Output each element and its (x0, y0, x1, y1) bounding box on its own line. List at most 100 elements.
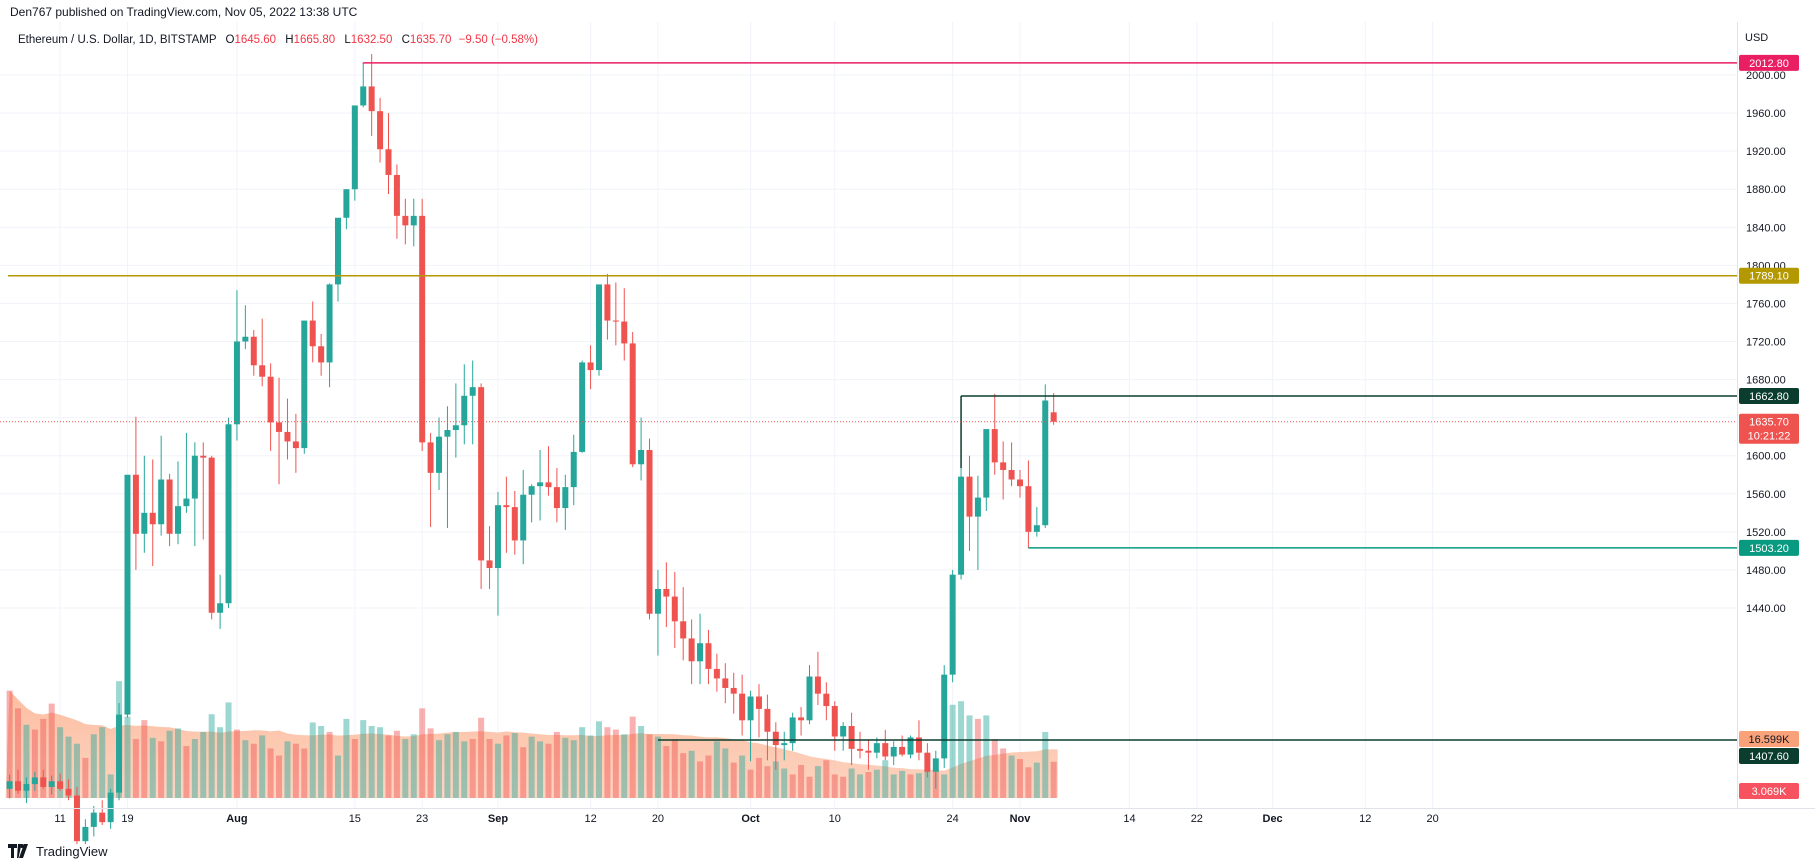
candle (73, 786, 80, 844)
y-axis[interactable]: 2000.001960.001920.001880.001840.001800.… (1746, 70, 1786, 615)
candle-body (351, 105, 358, 190)
candle (31, 771, 38, 791)
footer-brand-label: TradingView (36, 843, 108, 859)
candle (149, 459, 156, 567)
volume-bar (629, 716, 636, 798)
volume-bar (890, 774, 897, 798)
candle-body (983, 429, 990, 498)
footer-brand[interactable]: TradingView (8, 840, 108, 862)
volume-bar (31, 729, 38, 798)
candle (806, 665, 813, 725)
volume-bar (991, 739, 998, 798)
candle-body (419, 215, 426, 443)
volume-bar (402, 739, 409, 798)
candle-body (612, 320, 619, 322)
candle-body (82, 826, 89, 842)
candle-body (267, 376, 274, 423)
candle (326, 283, 333, 388)
volume-bar (301, 748, 308, 798)
candle (360, 63, 367, 108)
x-axis[interactable]: 11 19 Aug 15 23 Sep 12 20 Oct 10 24 Nov 14 22 Dec 12 20 (54, 813, 1438, 825)
candle-body (562, 487, 569, 509)
volume-bar (983, 715, 990, 798)
grid (0, 22, 1737, 808)
volume-bar (680, 753, 687, 798)
volume-bar (781, 768, 788, 798)
volume-bar (494, 743, 501, 798)
candle (318, 333, 325, 376)
candle-body (385, 149, 392, 175)
volume-bar (882, 760, 889, 798)
candle-body (124, 474, 131, 715)
volume-bar (217, 727, 224, 798)
candle (124, 474, 131, 718)
candle (267, 363, 274, 451)
candle-body (73, 795, 80, 842)
candle-body (141, 512, 148, 534)
volume-ma-label: 16.599K (1749, 734, 1791, 746)
chart[interactable]: 2000.001960.001920.001880.001840.001800.… (0, 22, 1815, 844)
candle (705, 629, 712, 685)
y-tick-label: 1520.00 (1746, 527, 1786, 539)
candle-body (292, 441, 299, 449)
candle (1000, 441, 1007, 500)
volume-bar (57, 727, 64, 798)
candle-body (1008, 469, 1015, 480)
candle (469, 360, 476, 445)
candle (840, 722, 847, 751)
volume-bar (713, 741, 720, 798)
candle-body (865, 750, 872, 753)
candle (823, 682, 830, 721)
volume-bar (1000, 748, 1007, 798)
level-label: 2012.80 (1749, 58, 1789, 70)
candle-body (722, 678, 729, 688)
volume-bar (1033, 762, 1040, 798)
candle-body (713, 668, 720, 679)
candle (1050, 393, 1057, 425)
volume-bar (326, 731, 333, 798)
candle (402, 198, 409, 245)
candle-body (596, 284, 602, 371)
candle-body (1017, 479, 1023, 487)
candle (259, 318, 266, 387)
candle (814, 651, 821, 706)
candle-body (991, 429, 998, 463)
y-tick-label: 1440.00 (1746, 603, 1786, 615)
volume-bar (570, 740, 577, 798)
candle-body (890, 746, 897, 757)
candle-body (132, 474, 139, 534)
candle (604, 273, 611, 340)
candle (924, 743, 931, 778)
change-value: −9.50 (−0.58%) (458, 34, 538, 46)
volume-bar (158, 741, 165, 798)
candle (596, 284, 602, 376)
volume-bar (823, 760, 830, 798)
candle-body (680, 621, 687, 639)
axis-price-labels: 2012.80 1789.10 1662.80 1503.20 1635.70 10:21… (1739, 54, 1799, 799)
volume-ma-label-bg (1739, 731, 1799, 747)
candle (949, 569, 956, 683)
volume-bar (907, 774, 914, 798)
y-tick-label: 1920.00 (1746, 146, 1786, 158)
volume-bar (259, 735, 266, 798)
candle-body (360, 86, 367, 106)
volume-bar (250, 743, 257, 798)
candle-body (368, 86, 375, 112)
candle (343, 189, 350, 230)
candle-body (166, 479, 173, 534)
candle-body (671, 596, 678, 622)
volume-bar (183, 746, 190, 798)
candle (141, 455, 148, 553)
volume-bar (654, 736, 661, 798)
volume-bar (351, 739, 358, 798)
level-layer (0, 62, 1737, 741)
x-tick-label: 22 (1191, 813, 1203, 825)
candle-body (503, 505, 510, 508)
volume-bar (40, 718, 47, 798)
candle (983, 429, 990, 511)
volume-bar (831, 774, 838, 798)
candle-body (873, 743, 880, 753)
candle-body (806, 676, 813, 721)
candle-body (958, 476, 965, 575)
candle-body (208, 457, 215, 613)
